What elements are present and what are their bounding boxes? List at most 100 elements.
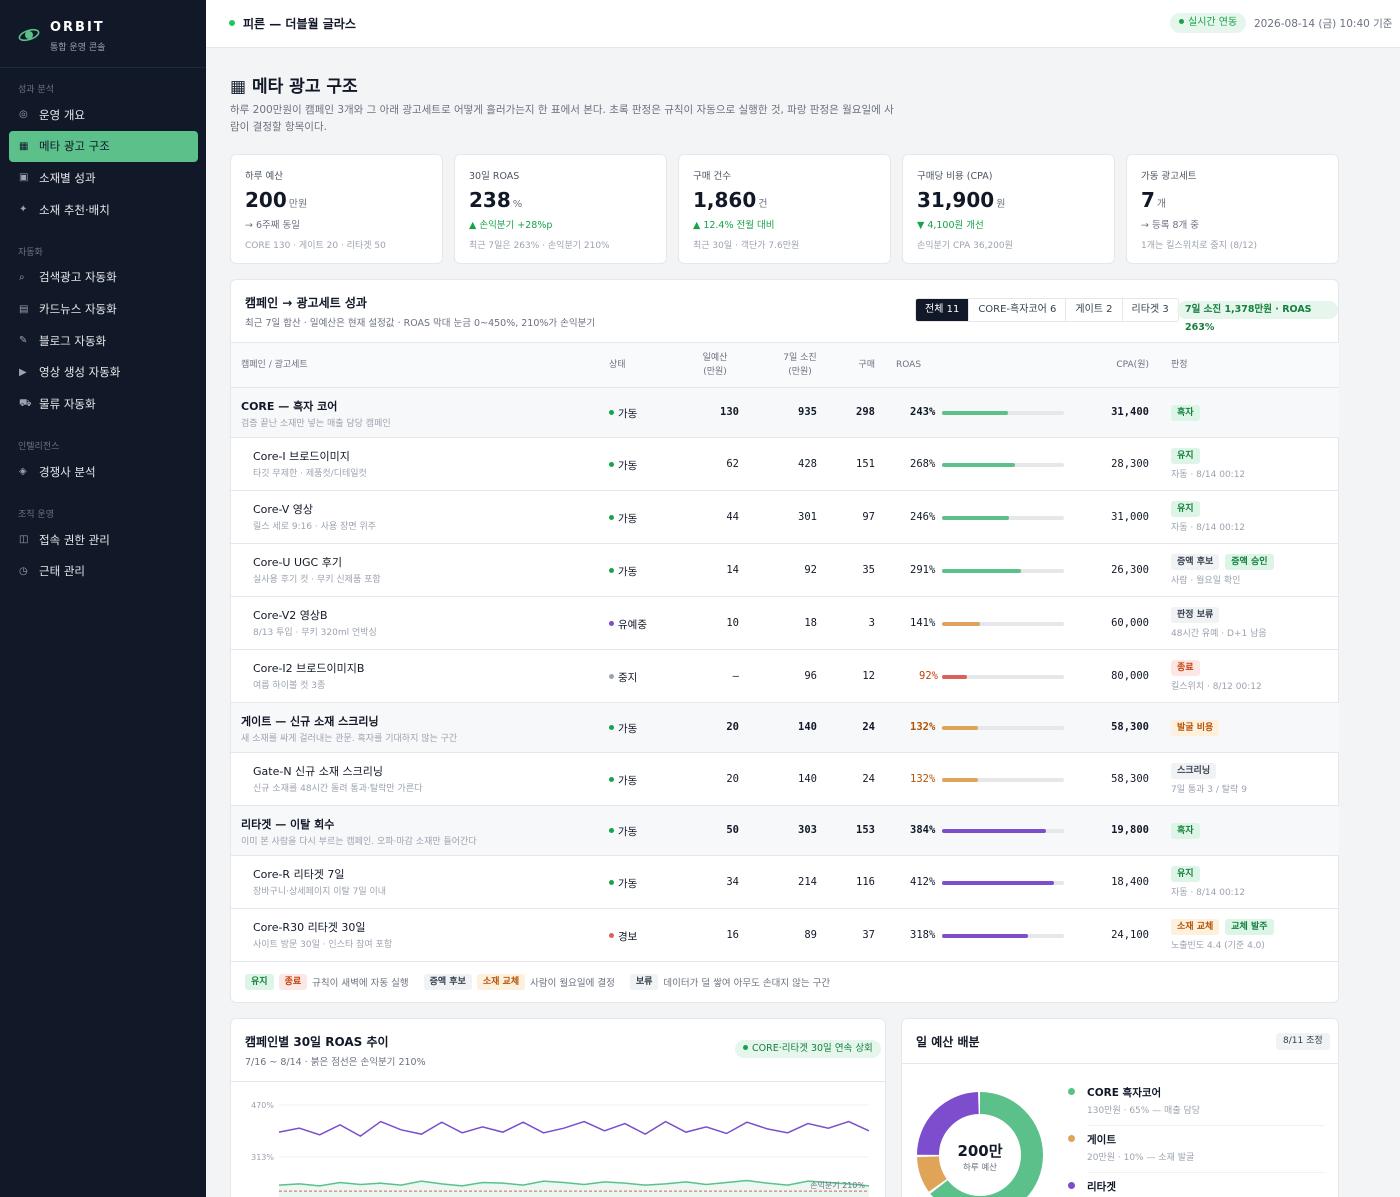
- kpi-value: 200 만원: [245, 188, 428, 212]
- sidebar-item-3-0[interactable]: ◫ 접속 권한 관리: [9, 524, 198, 555]
- status-label: 중지: [618, 672, 638, 684]
- sidebar-item-3-1[interactable]: ◷ 근태 관리: [9, 556, 198, 587]
- verdict-badge[interactable]: 유지: [1171, 866, 1200, 882]
- sidebar-item-1-3[interactable]: ▶ 영상 생성 자동화: [9, 357, 198, 388]
- campaign-row[interactable]: 게이트 — 신규 소재 스크리닝 새 소재를 싸게 걸러내는 관문. 흑자를 기대…: [231, 703, 1339, 753]
- verdict-badge[interactable]: 판정 보류: [1171, 607, 1220, 623]
- verdict-badge[interactable]: 유지: [1171, 501, 1200, 517]
- filter-tab-1[interactable]: CORE-흑자코어 6: [968, 299, 1065, 321]
- row-budget: 130: [720, 406, 739, 418]
- kpi-value: 31,900 원: [917, 188, 1100, 212]
- sidebar-item-label: 경쟁사 분석: [39, 464, 96, 479]
- adset-row[interactable]: Core-V 영상 릴스 세로 9:16 · 사용 장면 위주 가동 44 301 97 2…: [231, 491, 1339, 544]
- verdict-badge[interactable]: 종료: [1171, 660, 1200, 676]
- kpi-card-3: 구매당 비용 (CPA) 31,900 원 ▼ 4,100원 개선 손익분기 CPA 3…: [902, 154, 1115, 264]
- filter-tab-0[interactable]: 전체 11: [916, 299, 969, 321]
- sidebar-item-1-1[interactable]: ▤ 카드뉴스 자동화: [9, 294, 198, 325]
- row-roas: 92%: [919, 670, 938, 682]
- sidebar-item-label: 근태 관리: [39, 564, 85, 579]
- row-cpa: 19,800: [1111, 824, 1149, 836]
- th-budget[interactable]: 일예산 (만원): [702, 353, 728, 377]
- sidebar-item-1-4[interactable]: ⛟ 물류 자동화: [9, 389, 198, 420]
- roas-bar-track: [942, 778, 1064, 782]
- verdict-badge[interactable]: 흑자: [1171, 823, 1200, 839]
- kpi-note: CORE 130 · 게이트 20 · 리타겟 50: [245, 241, 386, 251]
- campaign-table-panel: 캠페인 → 광고세트 성과 최근 7일 합산 · 일예산은 현재 설정값 · R…: [230, 279, 1339, 1003]
- verdict-badge[interactable]: 증액 승인: [1225, 554, 1274, 570]
- adset-row[interactable]: Core-U UGC 후기 실사용 후기 컷 · 무키 신제품 포함 가동 14 92 3…: [231, 544, 1339, 597]
- donut-legend-desc: 20만원 · 10% — 소재 발굴: [1087, 1153, 1195, 1163]
- row-name: Core-I2 브로드이미지B: [253, 662, 365, 675]
- verdict-badge[interactable]: 증액 후보: [1171, 554, 1220, 570]
- sidebar-item-2-0[interactable]: ◈ 경쟁사 분석: [9, 456, 198, 487]
- row-status: 가동: [609, 824, 637, 839]
- kpi-unit: 건: [758, 199, 768, 210]
- roas-bar-fill: [942, 516, 1009, 520]
- verdict-badge[interactable]: 교체 발주: [1225, 919, 1274, 935]
- row-desc: 여름 하이볼 컷 3종: [253, 681, 326, 691]
- adset-row[interactable]: Core-V2 영상B 8/13 투입 · 무키 320ml 언박싱 유예중 10 18…: [231, 597, 1339, 650]
- adset-row[interactable]: Core-R 리타겟 7일 장바구니·상세페이지 이탈 7일 이내 가동 34 214 1…: [231, 856, 1339, 909]
- kpi-change: ▲ 손익분기 +28%p: [469, 220, 553, 231]
- th-spend[interactable]: 7일 소진 (만원): [783, 353, 817, 377]
- status-label: 가동: [618, 566, 638, 578]
- th-cpa[interactable]: CPA(원): [1116, 360, 1149, 370]
- verdict-badge[interactable]: 유지: [1171, 448, 1200, 464]
- th-verdict[interactable]: 판정: [1171, 360, 1188, 370]
- sidebar-item-0-2[interactable]: ▣ 소재별 성과: [9, 162, 198, 193]
- adset-row[interactable]: Core-I 브로드이미지 타깃 무제한 · 제품컷/디테일컷 가동 62 428 151…: [231, 438, 1339, 491]
- sidebar-item-icon: ◷: [19, 565, 28, 577]
- sidebar-item-0-3[interactable]: ✦ 소재 추천·배치: [9, 194, 198, 225]
- verdict-badge[interactable]: 발굴 비용: [1171, 720, 1220, 736]
- row-desc: 새 소재를 싸게 걸러내는 관문. 흑자를 기대하지 않는 구간: [241, 734, 458, 744]
- roas-bar-track: [942, 622, 1064, 626]
- row-roas: 132%: [910, 773, 936, 785]
- sidebar-item-label: 운영 개요: [39, 107, 85, 122]
- row-budget: 20: [726, 773, 739, 785]
- row-budget: 50: [726, 824, 739, 836]
- legend-badge: 유지: [245, 974, 274, 990]
- sidebar-item-label: 검색광고 자동화: [39, 270, 117, 285]
- roas-bar-fill: [942, 934, 1029, 938]
- budget-donut-chart: [917, 1092, 1043, 1197]
- donut-slice-0[interactable]: [917, 1092, 1043, 1197]
- kpi-unit: 원: [996, 199, 1006, 210]
- filter-tab-3[interactable]: 리타겟 3: [1121, 299, 1178, 321]
- roas-bar-track: [942, 829, 1064, 833]
- roas-bar-track: [942, 726, 1064, 730]
- campaign-row[interactable]: 리타겟 — 이탈 회수 이미 본 사람을 다시 부르는 캠페인. 오파·마감 소재…: [231, 806, 1339, 856]
- y-tick-label: 313%: [251, 1153, 274, 1162]
- verdict-badges: 흑자: [1171, 405, 1200, 421]
- row-status: 유예중: [609, 617, 647, 632]
- store-title[interactable]: 피른 — 더블월 글라스: [243, 17, 356, 31]
- row-spend: 428: [798, 458, 817, 470]
- verdict-badge[interactable]: 소재 교체: [1171, 919, 1220, 935]
- kpi-value-number: 1,860: [693, 188, 757, 212]
- th-purchases[interactable]: 구매: [858, 360, 875, 370]
- th-roas[interactable]: ROAS: [896, 360, 922, 370]
- sidebar-item-1-2[interactable]: ✎ 블로그 자동화: [9, 325, 198, 356]
- filter-tab-2[interactable]: 게이트 2: [1065, 299, 1121, 321]
- adset-row[interactable]: Gate-N 신규 소재 스크리닝 신규 소재를 48시간 돌려 통과·탈락만 가…: [231, 753, 1339, 806]
- verdict-badge[interactable]: 흑자: [1171, 405, 1200, 421]
- sidebar-item-1-0[interactable]: ⌕ 검색광고 자동화: [9, 262, 198, 293]
- row-spend: 140: [798, 721, 817, 733]
- verdict-badge[interactable]: 스크리닝: [1171, 763, 1217, 779]
- adset-row[interactable]: Core-R30 리타겟 30일 사이트 방문 30일 · 인스타 참여 포함 경보…: [231, 909, 1339, 962]
- row-budget: 20: [726, 721, 739, 733]
- row-roas: 318%: [910, 929, 936, 941]
- row-spend: 92: [804, 564, 817, 576]
- row-budget: 44: [726, 511, 739, 523]
- th-name[interactable]: 캠페인 / 광고세트: [241, 360, 308, 370]
- adset-row[interactable]: Core-I2 브로드이미지B 여름 하이볼 컷 3종 중지 – 96 12 92% 80,0…: [231, 650, 1339, 703]
- campaign-row[interactable]: CORE — 흑자 코어 검증 끝난 소재만 넣는 매출 담당 캠페인 가동 130 9…: [231, 388, 1339, 438]
- brand-logo[interactable]: ORBIT 통합 운영 콘솔: [18, 18, 198, 58]
- row-budget: 62: [726, 458, 739, 470]
- legend-badge: 소재 교체: [476, 974, 526, 990]
- sidebar-item-icon: ▶: [19, 366, 27, 378]
- th-status[interactable]: 상태: [609, 360, 626, 370]
- sidebar-item-0-0[interactable]: ◎ 운영 개요: [9, 99, 198, 130]
- row-status: 가동: [609, 458, 637, 473]
- sidebar-item-0-1[interactable]: ▦ 메타 광고 구조: [9, 130, 198, 162]
- row-name: Core-V 영상: [253, 503, 314, 516]
